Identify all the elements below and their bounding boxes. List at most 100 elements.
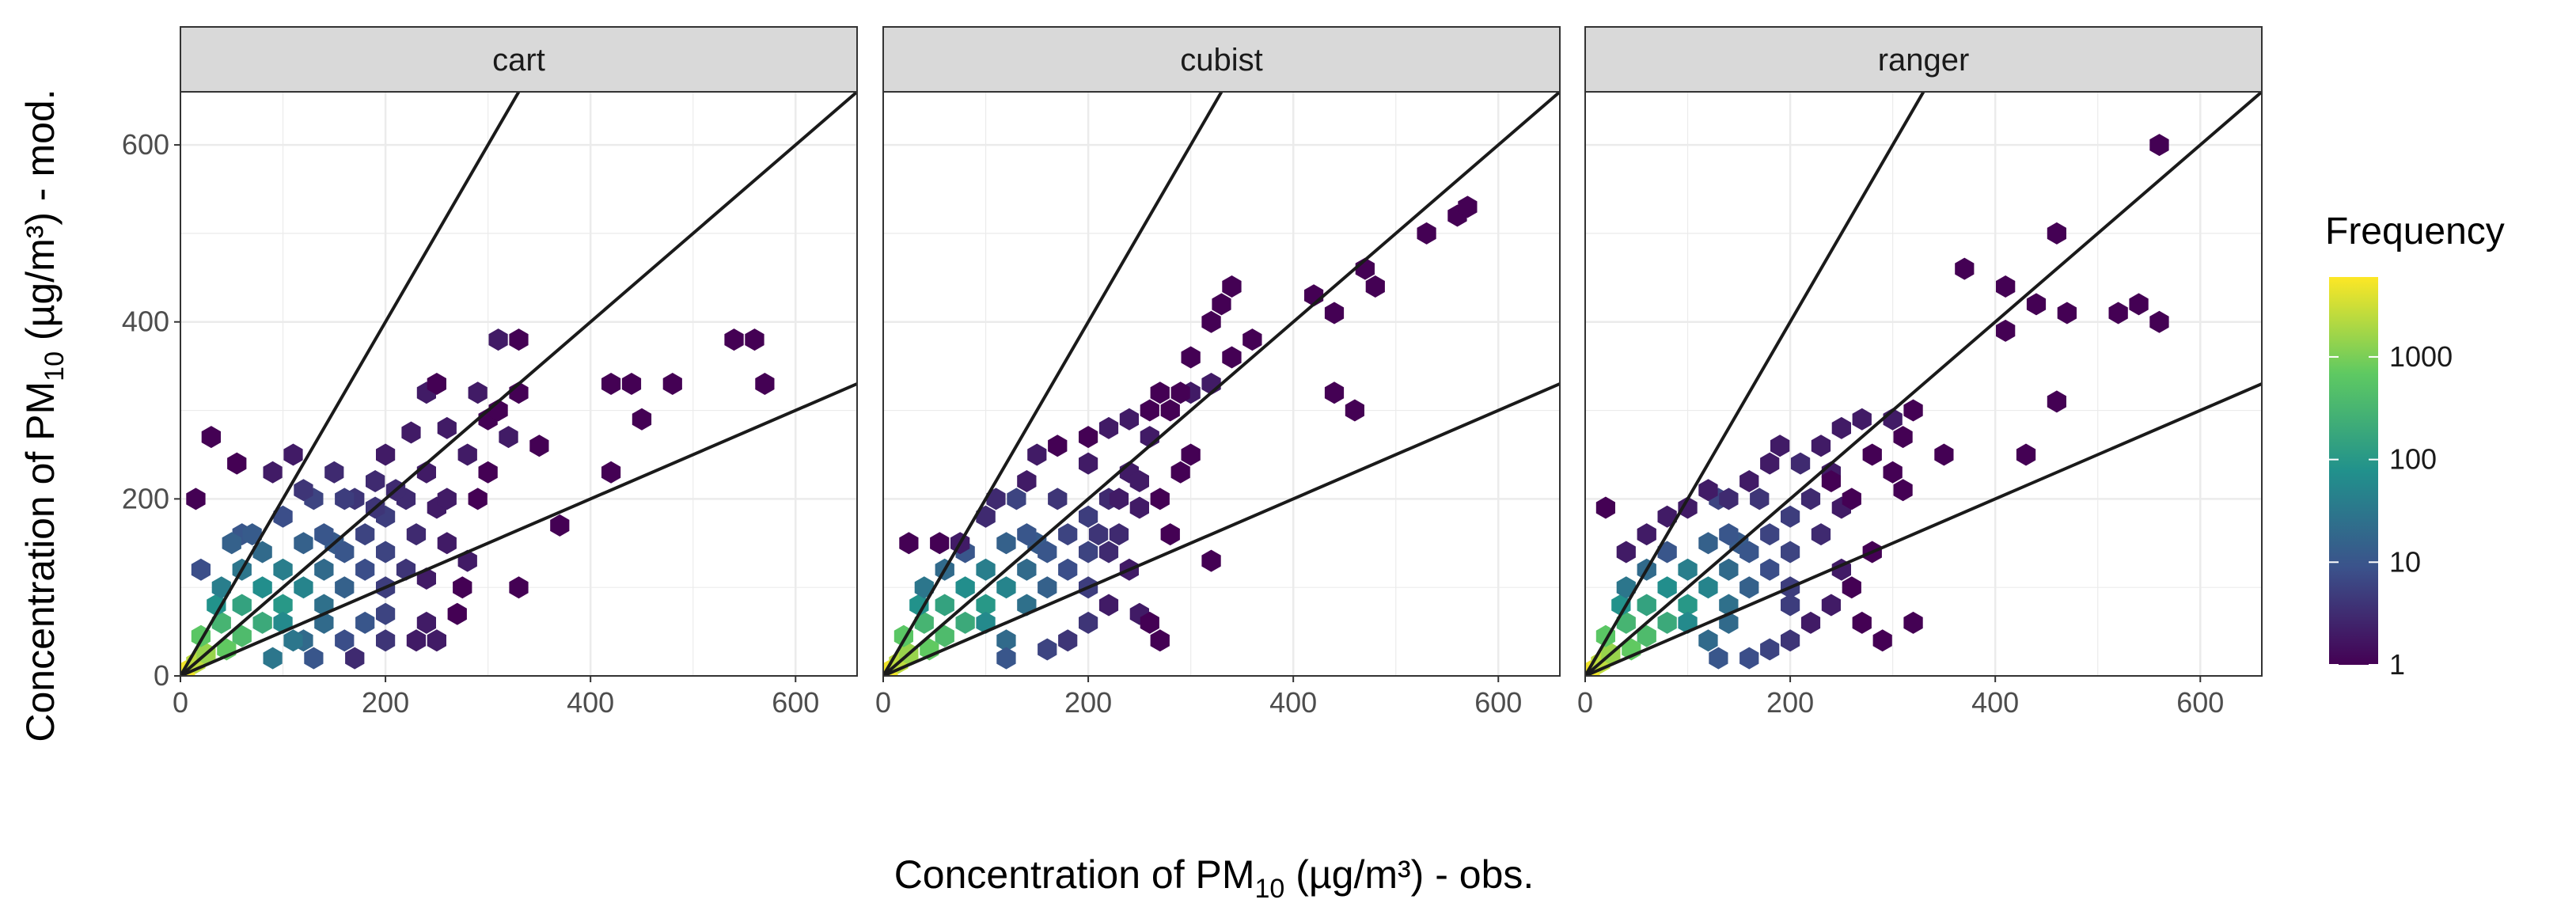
hexbin-cell xyxy=(1893,479,1913,502)
x-tick-label: 400 xyxy=(1269,686,1317,719)
hexbin-cell xyxy=(1088,523,1109,546)
hexbin-cell xyxy=(2026,293,2047,316)
hexbin-cell xyxy=(1781,541,1800,564)
legend-tick-label: 1 xyxy=(2389,648,2405,681)
x-tick-label: 0 xyxy=(173,686,188,719)
hexbin-cell xyxy=(755,373,775,395)
hexbin-cell xyxy=(909,594,929,617)
hexbin-cell xyxy=(366,470,385,492)
hexbin-cell xyxy=(2047,222,2066,245)
hexbin-cell xyxy=(186,488,206,510)
hexbin-cell xyxy=(914,576,934,599)
hexbin-cell xyxy=(437,488,457,510)
y-axis-title: Concentration of PM10 (µg/m³) - mod. xyxy=(18,89,70,742)
x-tick-label: 200 xyxy=(1064,686,1112,719)
panel-border xyxy=(882,91,1561,677)
hexbin-cell xyxy=(1017,470,1037,492)
hexbin-cell xyxy=(242,523,262,546)
hexbin-cell xyxy=(1129,470,1149,492)
hexbin-cell xyxy=(1842,488,1861,510)
hexbin-cell xyxy=(976,558,996,581)
hexbin-cell xyxy=(1739,647,1759,670)
hexbin-cell xyxy=(211,576,231,599)
hexbin-cell xyxy=(601,373,621,395)
reference-line-slope-0_5 xyxy=(1585,382,2262,676)
hexbin-cell xyxy=(2057,302,2077,324)
y-tick-label: 400 xyxy=(122,305,169,338)
y-tick-label: 200 xyxy=(122,482,169,514)
facet-strip-label: cart xyxy=(492,43,545,78)
hexbin-cell xyxy=(2016,443,2036,466)
panel-ranger: ranger 0 200 400 600 xyxy=(1577,26,2263,719)
hexbin-cell xyxy=(1698,576,1718,599)
hexbin-cell xyxy=(1038,541,1057,564)
hexbin-cell xyxy=(355,611,375,634)
hexbin-cell xyxy=(1657,611,1677,634)
hexbin-cell xyxy=(376,541,396,564)
hexbin-cell xyxy=(1150,488,1170,510)
reference-lines xyxy=(180,92,857,676)
hexbin-cell xyxy=(1760,558,1780,581)
hexbin-cell xyxy=(1616,541,1636,564)
hexbin-cell xyxy=(376,629,396,652)
hexbin-cell xyxy=(1770,435,1790,457)
hexbin-cell xyxy=(1862,443,1882,466)
facet-strip-label: ranger xyxy=(1878,43,1970,78)
hexbin-cell xyxy=(427,373,446,395)
facet-strip xyxy=(180,26,858,93)
legend-tick-label: 100 xyxy=(2389,443,2437,476)
hexbin-cell xyxy=(1109,523,1129,546)
panel-cubist: cubist 0 200 400 600 xyxy=(875,26,1561,719)
x-axis-title: Concentration of PM10 (µg/m³) - obs. xyxy=(894,852,1535,904)
hexbin-cell xyxy=(1150,381,1170,404)
hexbin-cell xyxy=(550,514,570,537)
y-tick-label: 0 xyxy=(154,659,169,692)
legend-ticks: 1000 100 10 1 xyxy=(2329,340,2453,681)
hexbin-cell xyxy=(1098,416,1119,439)
hexbin-cell xyxy=(1007,488,1026,510)
hexbin-cell xyxy=(1365,275,1385,298)
hexbin-cell xyxy=(232,594,252,617)
hexbin-cell xyxy=(1709,647,1728,670)
reference-line-slope-2 xyxy=(1585,92,1925,676)
hexbin-cell xyxy=(899,532,919,555)
y-tick-label: 600 xyxy=(122,128,169,161)
hexbin-cell xyxy=(529,435,549,457)
hexbin-cell xyxy=(283,443,303,466)
hexbin-cell xyxy=(263,647,283,670)
hexbin-cell xyxy=(1698,479,1718,502)
hexbin-cell xyxy=(1160,399,1180,422)
hexbin-cell xyxy=(935,594,954,617)
hexbin-cell xyxy=(1955,257,1975,280)
hexbin-cell xyxy=(222,532,241,555)
reference-lines xyxy=(883,92,1560,676)
hexbin-cell xyxy=(1800,611,1821,634)
hexbin-cell xyxy=(1719,488,1739,510)
hexbin-cell xyxy=(457,443,477,466)
hexbin-cell xyxy=(632,408,652,431)
hexbin-cell xyxy=(996,629,1016,652)
x-tick-label: 600 xyxy=(2176,686,2224,719)
hexbin-cell xyxy=(914,611,934,634)
hexbin-cell xyxy=(252,611,272,634)
hexbin-cell xyxy=(1079,505,1098,528)
hexbin-cell xyxy=(1657,505,1677,528)
hexbin-cell xyxy=(499,426,518,449)
hexbin-cell xyxy=(1048,435,1068,457)
hexbin-cell xyxy=(1811,435,1831,457)
hexbin-cell xyxy=(232,624,252,647)
hexbin-cell xyxy=(1058,629,1078,652)
hexbin-cell xyxy=(1150,629,1170,652)
hexbin-cell xyxy=(406,523,427,546)
hexbin-cell xyxy=(1222,346,1242,369)
hexbin-cell xyxy=(1893,426,1913,449)
hexbin-cell xyxy=(1345,399,1364,422)
hexbin-cell xyxy=(447,602,467,625)
hexbin-cell xyxy=(294,479,313,502)
hexbin-cell xyxy=(1160,523,1180,546)
hexbin-cell xyxy=(1079,541,1098,564)
hexbin-cell xyxy=(416,611,436,634)
hexbin-cell xyxy=(355,558,375,581)
hexbin-cell xyxy=(1140,611,1159,634)
